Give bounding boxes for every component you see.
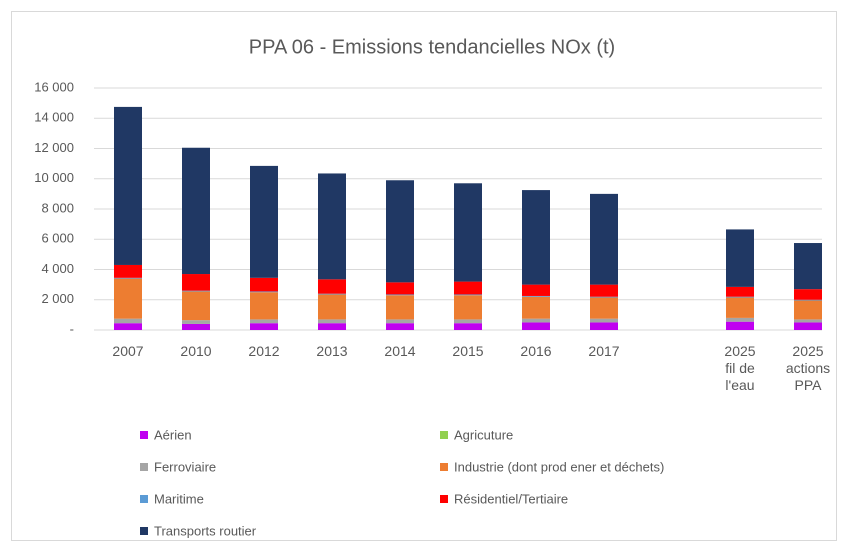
- bar-segment: [522, 322, 550, 330]
- bar-segment: [318, 294, 346, 320]
- x-tick-label: 2025 fil de l'eau: [724, 343, 756, 393]
- bar-segment: [726, 229, 754, 287]
- bar-segment: [114, 264, 142, 278]
- legend-swatch: [440, 495, 448, 503]
- bar-segment: [454, 295, 482, 320]
- bar-segment: [590, 296, 618, 298]
- bar-segment: [182, 320, 210, 324]
- bar-segment: [454, 281, 482, 295]
- bar-segment: [590, 297, 618, 319]
- bar-segment: [590, 322, 618, 330]
- bar-segment: [726, 296, 754, 298]
- x-tick-label: 2025 actions PPA: [785, 343, 831, 393]
- y-tick-label: 6 000: [41, 231, 74, 246]
- bar-segment: [182, 291, 210, 321]
- y-tick-label: -: [70, 321, 74, 336]
- legend-swatch: [140, 463, 148, 471]
- bar-segment: [250, 292, 278, 320]
- bar-segment: [386, 323, 414, 330]
- bar-segment: [318, 323, 346, 330]
- y-tick-label: 16 000: [34, 79, 74, 94]
- y-tick-label: 4 000: [41, 261, 74, 276]
- legend-label: Résidentiel/Tertiaire: [454, 491, 568, 506]
- bar-segment: [318, 173, 346, 280]
- bar-segment: [726, 297, 754, 318]
- x-tick-label: 2013: [316, 343, 348, 359]
- bar-segment: [590, 284, 618, 297]
- bar-segment: [794, 300, 822, 320]
- bar-segment: [318, 319, 346, 324]
- bar-segment: [386, 319, 414, 324]
- bar-segment: [318, 279, 346, 294]
- bar-segment: [522, 318, 550, 323]
- bar-segment: [250, 319, 278, 324]
- bar-segment: [522, 284, 550, 296]
- bar-segment: [590, 318, 618, 323]
- bar-segment: [318, 293, 346, 295]
- bar-segment: [386, 295, 414, 320]
- chart-title: PPA 06 - Emissions tendancielles NOx (t): [249, 36, 615, 58]
- bar-segment: [182, 147, 210, 275]
- bar-segment: [454, 294, 482, 296]
- y-tick-label: 2 000: [41, 291, 74, 306]
- bar-segment: [386, 180, 414, 283]
- bar-segment: [386, 294, 414, 296]
- bar-segment: [114, 277, 142, 279]
- bar-segment: [794, 322, 822, 330]
- bar-segment: [522, 296, 550, 319]
- bar-segment: [386, 282, 414, 295]
- legend-label: Transports routier: [154, 523, 257, 538]
- bar-segment: [182, 290, 210, 292]
- bar-segment: [114, 106, 142, 265]
- x-tick-label: 2010: [180, 343, 212, 359]
- bar-segment: [726, 317, 754, 322]
- bar-segment: [794, 319, 822, 323]
- legend-label: Aérien: [154, 427, 192, 442]
- bar-segment: [182, 323, 210, 330]
- legend-label: Ferroviaire: [154, 459, 216, 474]
- legend-label: Maritime: [154, 491, 204, 506]
- y-tick-label: 8 000: [41, 200, 74, 215]
- bar-segment: [794, 243, 822, 290]
- chart-border: [11, 11, 837, 541]
- bar-segment: [250, 323, 278, 330]
- legend-swatch: [440, 463, 448, 471]
- legend-swatch: [140, 527, 148, 535]
- legend-swatch: [140, 495, 148, 503]
- bar-segment: [454, 319, 482, 324]
- x-tick-label: 2017: [588, 343, 620, 359]
- legend-label: Agricuture: [454, 427, 513, 442]
- bar-segment: [794, 289, 822, 300]
- bar-segment: [250, 291, 278, 293]
- y-tick-label: 12 000: [34, 140, 74, 155]
- bar-segment: [182, 274, 210, 291]
- x-tick-label: 2007: [112, 343, 144, 359]
- x-tick-label: 2016: [520, 343, 552, 359]
- bar-segment: [590, 193, 618, 285]
- bar-segment: [522, 190, 550, 285]
- bar-segment: [726, 286, 754, 297]
- bar-segment: [522, 295, 550, 297]
- legend-swatch: [140, 431, 148, 439]
- bar-segment: [114, 318, 142, 324]
- bar-segment: [114, 278, 142, 319]
- y-tick-label: 14 000: [34, 110, 74, 125]
- bar-segment: [794, 299, 822, 301]
- legend-swatch: [440, 431, 448, 439]
- bar-segment: [114, 323, 142, 330]
- y-tick-label: 10 000: [34, 170, 74, 185]
- bar-segment: [250, 277, 278, 292]
- bar-segment: [454, 183, 482, 282]
- bar-segment: [726, 321, 754, 330]
- bar-segment: [454, 323, 482, 330]
- legend-label: Industrie (dont prod ener et déchets): [454, 459, 664, 474]
- x-tick-label: 2014: [384, 343, 416, 359]
- x-tick-label: 2012: [248, 343, 280, 359]
- bar-segment: [250, 165, 278, 278]
- x-tick-label: 2015: [452, 343, 484, 359]
